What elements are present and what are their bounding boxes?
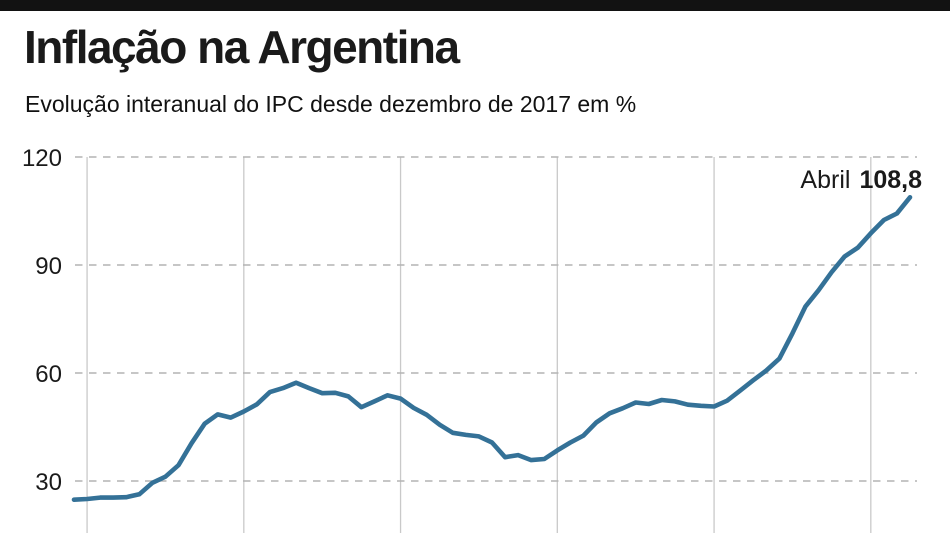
annotation-value: 108,8	[859, 166, 922, 194]
y-tick-60: 60	[35, 361, 62, 388]
y-axis-tick-labels: 30 60 90 120	[22, 145, 62, 496]
y-tick-120: 120	[22, 145, 62, 172]
horizontal-dashed-gridlines	[75, 156, 917, 482]
latest-value-annotation: Abril 108,8	[800, 166, 922, 194]
ipc-series-line	[71, 195, 913, 503]
top-bar	[0, 0, 950, 11]
page-title: Inflação na Argentina	[24, 21, 460, 73]
vertical-gridlines	[86, 157, 872, 533]
page-subtitle: Evolução interanual do IPC desde dezembr…	[25, 91, 637, 117]
y-tick-30: 30	[35, 469, 62, 496]
y-tick-90: 90	[35, 253, 62, 280]
annotation-month-label: Abril	[800, 166, 850, 194]
